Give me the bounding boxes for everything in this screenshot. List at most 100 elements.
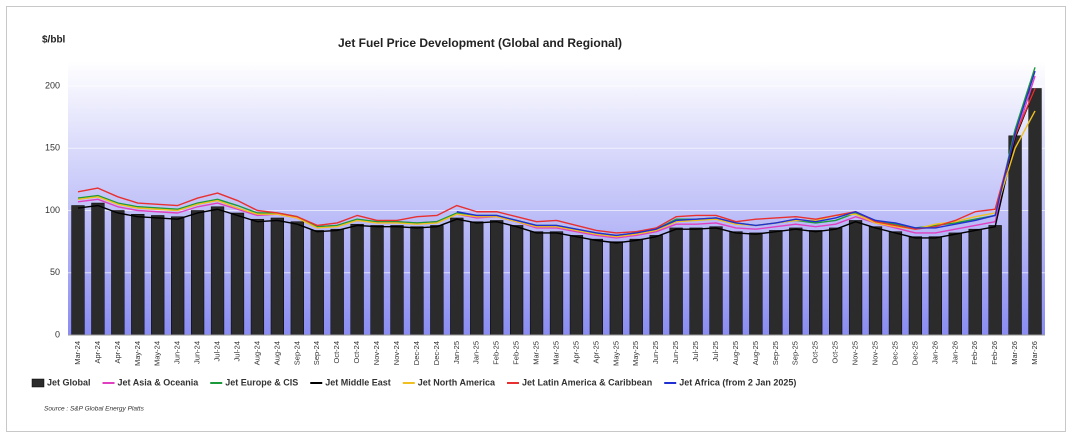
x-tick-label: Aug-24: [272, 341, 281, 365]
x-tick-label: Jan-26: [930, 341, 939, 364]
x-tick-label: Oct-25: [831, 341, 840, 364]
x-tick-label: Dec-24: [432, 341, 441, 365]
bar: [709, 226, 723, 336]
x-tick-label: Nov-24: [372, 341, 381, 365]
bar: [430, 225, 444, 336]
x-tick-label: Mar-26: [1010, 341, 1019, 365]
x-tick-label: Nov-25: [851, 341, 860, 365]
bar: [908, 236, 923, 336]
bar: [190, 210, 205, 336]
bar: [968, 228, 982, 336]
x-tick-label: Oct-24: [332, 341, 341, 364]
bar: [230, 212, 245, 336]
x-tick-label: Aug-25: [751, 341, 760, 365]
legend-label: Jet Asia & Oceania: [118, 377, 200, 387]
x-tick-label: May-25: [631, 341, 640, 366]
bar: [669, 227, 683, 336]
line-series: [77, 88, 1036, 244]
line-series: [77, 110, 1036, 238]
bar: [848, 220, 863, 336]
bar: [569, 235, 584, 336]
legend-label: Jet Latin America & Caribbean: [522, 377, 652, 387]
bar: [609, 241, 623, 336]
x-tick-label: Aug-25: [731, 341, 740, 365]
x-tick-label: Jul-25: [691, 341, 700, 361]
y-tick-label: 200: [45, 80, 60, 90]
x-tick-label: Sep-25: [771, 341, 780, 365]
source: Source : S&P Global Energy Platts: [44, 406, 145, 413]
bar: [689, 227, 703, 336]
bar: [549, 231, 564, 336]
x-tick-label: Oct-24: [352, 341, 361, 364]
bar: [829, 227, 843, 336]
line-series: [456, 70, 1036, 237]
x-tick-label: Apr-25: [591, 341, 600, 364]
bar: [350, 223, 364, 336]
legend-swatch: [31, 378, 45, 388]
x-tick-label: Mar-25: [532, 341, 541, 365]
bar: [131, 213, 145, 336]
bar: [809, 230, 823, 336]
y-tick-label: 0: [55, 329, 60, 339]
bar: [649, 235, 663, 336]
x-tick-label: Nov-24: [392, 341, 401, 365]
x-tick-label: Dec-25: [910, 341, 919, 365]
x-tick-label: Feb-26: [970, 341, 979, 365]
x-tick-label: Jul-24: [213, 341, 222, 361]
legend-label: Jet North America: [418, 377, 496, 387]
x-tick-label: Sep-24: [312, 341, 321, 365]
x-tick-label: Apr-25: [571, 341, 580, 364]
bar: [370, 225, 384, 336]
x-tick-label: Aug-24: [252, 341, 261, 365]
bar: [789, 227, 803, 336]
bar: [71, 205, 85, 336]
bar: [1008, 135, 1022, 336]
x-tick-label: Jan-25: [452, 341, 461, 364]
bar: [589, 238, 604, 336]
x-tick-label: Mar-25: [551, 341, 560, 365]
y-tick-label: 150: [45, 143, 60, 153]
bar: [290, 221, 304, 336]
bar: [729, 231, 743, 336]
bar: [749, 232, 763, 336]
legend-label: Jet Europe & CIS: [225, 377, 298, 387]
x-tick-label: Oct-25: [811, 341, 820, 364]
x-tick-label: Feb-25: [492, 341, 501, 365]
bar: [769, 230, 783, 336]
bar: [988, 225, 1002, 336]
bar: [509, 225, 524, 336]
bar: [151, 215, 165, 336]
legend-label: Jet Global: [47, 377, 91, 387]
x-tick-label: Apr-24: [93, 341, 102, 364]
x-tick-label: Sep-24: [292, 341, 301, 365]
bar: [171, 216, 185, 336]
bar: [270, 217, 284, 336]
bar: [210, 206, 225, 336]
x-tick-label: Feb-26: [990, 341, 999, 365]
y-tick-label: 100: [45, 205, 60, 215]
x-tick-label: May-24: [133, 341, 142, 366]
x-tick-label: May-24: [153, 341, 162, 366]
x-tick-label: Jan-26: [950, 341, 959, 364]
bar: [1028, 88, 1042, 336]
x-tick-label: Jun-24: [193, 341, 202, 364]
x-tick-label: Mar-24: [73, 341, 82, 365]
plot-area: 0 50 100 150 200 Mar-24 Apr-24 Apr-24 May-24 May-…: [45, 61, 1045, 366]
bar: [450, 217, 464, 336]
bar: [529, 231, 544, 336]
bar: [310, 230, 324, 336]
x-tick-label: May-25: [611, 341, 620, 366]
bar: [111, 210, 125, 336]
x-tick-label: Mar-26: [1030, 341, 1039, 365]
bar: [928, 236, 942, 336]
y-axis-label: $/bbl: [42, 35, 66, 46]
legend-label: Jet Africa (from 2 Jan 2025): [679, 377, 796, 387]
x-tick-label: Jun-24: [173, 341, 182, 364]
bar: [490, 220, 504, 336]
x-tick-label: Sep-25: [791, 341, 800, 365]
x-tick-label: Jul-24: [232, 341, 241, 361]
x-tick-label: Dec-24: [412, 341, 421, 365]
legend: Jet Global Jet Asia & Oceania Jet Europe &…: [31, 377, 796, 388]
